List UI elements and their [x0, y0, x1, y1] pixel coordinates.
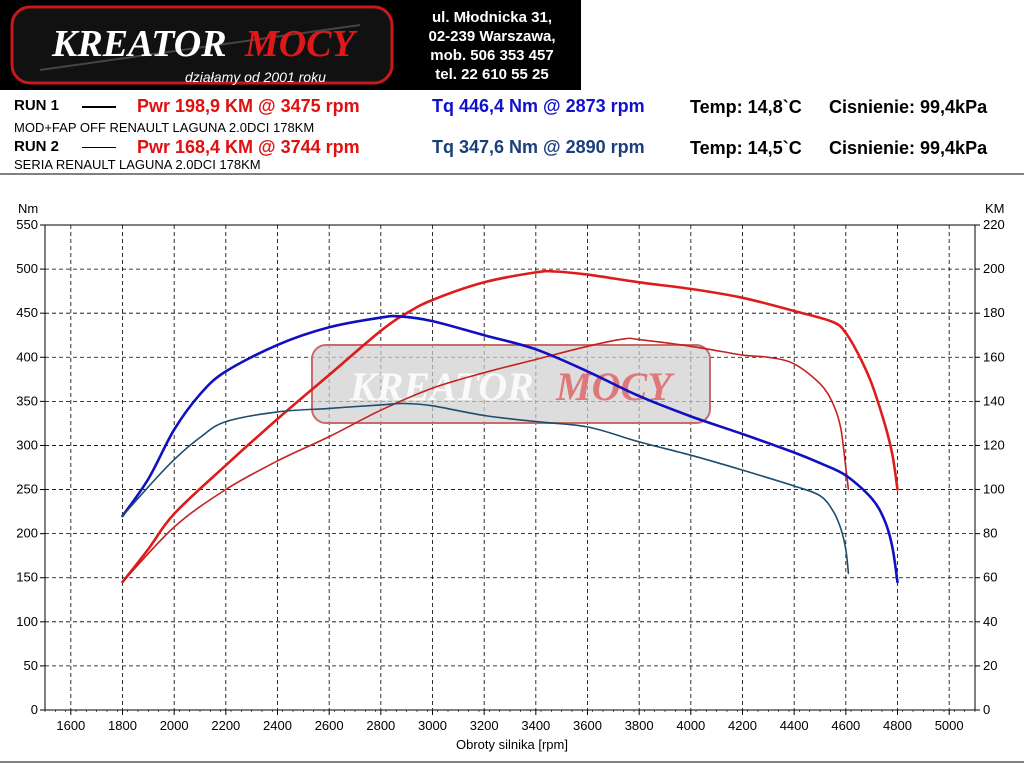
x-tick-label: 3200 [470, 718, 499, 733]
x-tick-label: 2000 [160, 718, 189, 733]
x-tick-label: 1800 [108, 718, 137, 733]
y-right-tick-label: 80 [983, 526, 997, 541]
x-axis-label: Obroty silnika [rpm] [456, 737, 568, 752]
run1-description: MOD+FAP OFF RENAULT LAGUNA 2.0DCI 178KM [14, 120, 315, 135]
x-tick-label: 2400 [263, 718, 292, 733]
y-left-tick-label: 300 [16, 437, 38, 452]
contact-phone: tel. 22 610 55 25 [435, 66, 549, 83]
logo-word1: KREATOR [51, 23, 227, 65]
y-left-tick-label: 350 [16, 393, 38, 408]
run1-torque: Tq 446,4 Nm @ 2873 rpm [432, 96, 645, 116]
y-left-tick-label: 250 [16, 482, 38, 497]
plot-frame [44, 224, 976, 711]
x-tick-label: 4800 [883, 718, 912, 733]
run-2-pwr-curve [121, 337, 850, 583]
y-right-tick-label: 20 [983, 658, 997, 673]
y-left-tick-label: 150 [16, 570, 38, 585]
run1-label: RUN 1 [14, 97, 60, 114]
y-left-tick-label: 0 [31, 702, 38, 717]
y-right-tick-label: 60 [983, 570, 997, 585]
chart-curves [121, 269, 899, 584]
x-tick-label: 3400 [521, 718, 550, 733]
run2-description: SERIA RENAULT LAGUNA 2.0DCI 178KM [14, 157, 261, 172]
chart-axes: 1600 1800 2000 2200 2400 2600 2800 3000 3200 3400… [16, 217, 1004, 733]
y-right-tick-label: 0 [983, 702, 990, 717]
y-left-tick-label: 450 [16, 305, 38, 320]
watermark-word1: KREATOR [349, 364, 534, 409]
y-left-tick-label: 200 [16, 526, 38, 541]
x-tick-label: 1600 [56, 718, 85, 733]
y-right-tick-label: 220 [983, 217, 1005, 232]
contact-info: ul. Młodnicka 31, 02-239 Warszawa, mob. … [403, 0, 581, 90]
x-tick-label: 3000 [418, 718, 447, 733]
logo-tagline: działamy od 2001 roku [185, 69, 326, 85]
address-city: 02-239 Warszawa, [428, 28, 556, 45]
y-right-tick-label: 100 [983, 482, 1005, 497]
x-tick-label: 5000 [935, 718, 964, 733]
run2-line-swatch [82, 147, 116, 148]
y-right-tick-label: 40 [983, 614, 997, 629]
y-right-tick-label: 160 [983, 349, 1005, 364]
x-tick-label: 4600 [831, 718, 860, 733]
x-tick-label: 3800 [625, 718, 654, 733]
brand-logo: KREATOR MOCY działamy od 2001 roku [0, 0, 403, 90]
y-axis-right-label: KM [985, 201, 1005, 216]
x-tick-label: 4200 [728, 718, 757, 733]
logo-graphic: KREATOR MOCY działamy od 2001 roku [10, 5, 394, 85]
run-2-tq-curve [121, 402, 850, 575]
y-axis-left-label: Nm [18, 201, 38, 216]
y-left-tick-label: 50 [24, 658, 38, 673]
run2-temp: Temp: 14,5`C [690, 138, 802, 158]
contact-mobile: mob. 506 353 457 [430, 47, 554, 64]
x-tick-label: 2200 [211, 718, 240, 733]
x-tick-label: 2600 [315, 718, 344, 733]
y-right-tick-label: 120 [983, 437, 1005, 452]
y-left-tick-label: 400 [16, 349, 38, 364]
run1-line-swatch [82, 106, 116, 108]
watermark-logo: KREATOR MOCY [311, 344, 711, 424]
run2-pressure: Cisnienie: 99,4kPa [829, 138, 988, 158]
y-left-tick-label: 550 [16, 217, 38, 232]
chart-grid [45, 224, 975, 711]
run2-power: Pwr 168,4 KM @ 3744 rpm [137, 137, 360, 157]
x-tick-label: 4400 [780, 718, 809, 733]
y-right-tick-label: 140 [983, 393, 1005, 408]
x-tick-label: 2800 [366, 718, 395, 733]
run2-torque: Tq 347,6 Nm @ 2890 rpm [432, 137, 645, 157]
x-tick-label: 4000 [676, 718, 705, 733]
address-street: ul. Młodnicka 31, [431, 9, 553, 26]
run-1-tq-curve [121, 314, 899, 584]
x-tick-label: 3600 [573, 718, 602, 733]
y-left-tick-label: 100 [16, 614, 38, 629]
run2-label: RUN 2 [14, 138, 60, 155]
run1-power: Pwr 198,9 KM @ 3475 rpm [137, 96, 360, 116]
run-1-pwr-curve [121, 269, 899, 584]
run1-temp: Temp: 14,8`C [690, 97, 802, 117]
y-right-tick-label: 200 [983, 261, 1005, 276]
logo-word2: MOCY [244, 23, 359, 65]
run1-pressure: Cisnienie: 99,4kPa [829, 97, 988, 117]
y-left-tick-label: 500 [16, 261, 38, 276]
y-right-tick-label: 180 [983, 305, 1005, 320]
